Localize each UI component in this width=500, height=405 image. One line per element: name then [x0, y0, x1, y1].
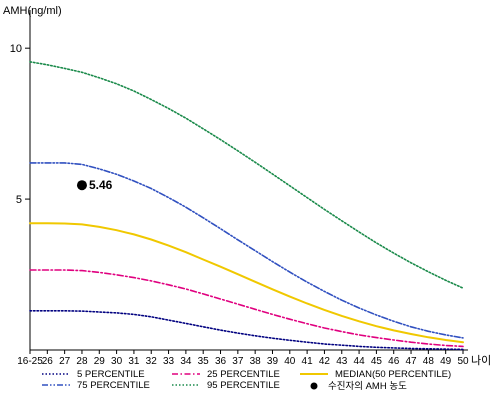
- y-tick-label: 5: [16, 194, 22, 206]
- x-axis-label: 나이: [471, 354, 491, 367]
- legend-point-label: 수진자의 AMH 농도: [328, 381, 407, 392]
- patient-point-layer: 5.46: [76, 178, 113, 192]
- x-tick-label: 28: [76, 356, 88, 367]
- x-tick-label: 46: [388, 356, 400, 367]
- x-tick-label: 41: [302, 356, 314, 367]
- x-tick-label: 47: [405, 356, 417, 367]
- y-tick-label: 10: [10, 43, 22, 55]
- x-tick-label: 29: [94, 356, 106, 367]
- x-tick-label: 34: [180, 356, 192, 367]
- legend-label: MEDIAN(50 PERCENTILE): [335, 369, 451, 380]
- legend-label: 95 PERCENTILE: [207, 380, 280, 391]
- patient-amh-value-label: 5.46: [89, 178, 113, 192]
- x-tick-label: 32: [146, 356, 158, 367]
- x-tick-label: 33: [163, 356, 175, 367]
- y-axis-label: AMH(ng/ml): [3, 5, 62, 17]
- x-tick-label: 49: [440, 356, 452, 367]
- legend-label: 25 PERCENTILE: [207, 369, 280, 380]
- axes: [29, 10, 468, 351]
- x-tick-label: 45: [371, 356, 383, 367]
- x-tick-label: 40: [284, 356, 296, 367]
- series-line-5-percentile: [29, 310, 464, 351]
- patient-amh-point: [76, 180, 87, 191]
- legend-label: 5 PERCENTILE: [77, 369, 145, 380]
- x-tick-label: 39: [267, 356, 279, 367]
- x-tick-label: 27: [59, 356, 71, 367]
- x-tick-label: 36: [215, 356, 227, 367]
- x-tick-label: 43: [336, 356, 348, 367]
- x-tick-label: 38: [250, 356, 262, 367]
- x-tick-label: 35: [198, 356, 210, 367]
- legend: 5 PERCENTILE 25 PERCENTILE MEDIAN(50 PERCE…: [42, 369, 451, 392]
- x-tick-label: 30: [111, 356, 123, 367]
- x-tick-label: 48: [423, 356, 435, 367]
- x-tick-label: 16-25: [17, 356, 43, 367]
- series-line-median-50-percentile: [29, 222, 464, 344]
- series-line-95-percentile: [29, 61, 464, 289]
- x-tick-label: 31: [128, 356, 140, 367]
- x-tick-label: 44: [354, 356, 366, 367]
- legend-point-marker: [310, 382, 318, 390]
- x-tick-label: 37: [232, 356, 244, 367]
- series-line-75-percentile: [29, 162, 464, 339]
- series-lines: [29, 61, 464, 351]
- x-tick-label: 50: [457, 356, 469, 367]
- x-tick-label: 26: [42, 356, 54, 367]
- series-line-25-percentile: [29, 269, 464, 348]
- y-ticks: 5 10: [10, 43, 30, 206]
- legend-label: 75 PERCENTILE: [77, 380, 150, 391]
- x-tick-label: 42: [319, 356, 331, 367]
